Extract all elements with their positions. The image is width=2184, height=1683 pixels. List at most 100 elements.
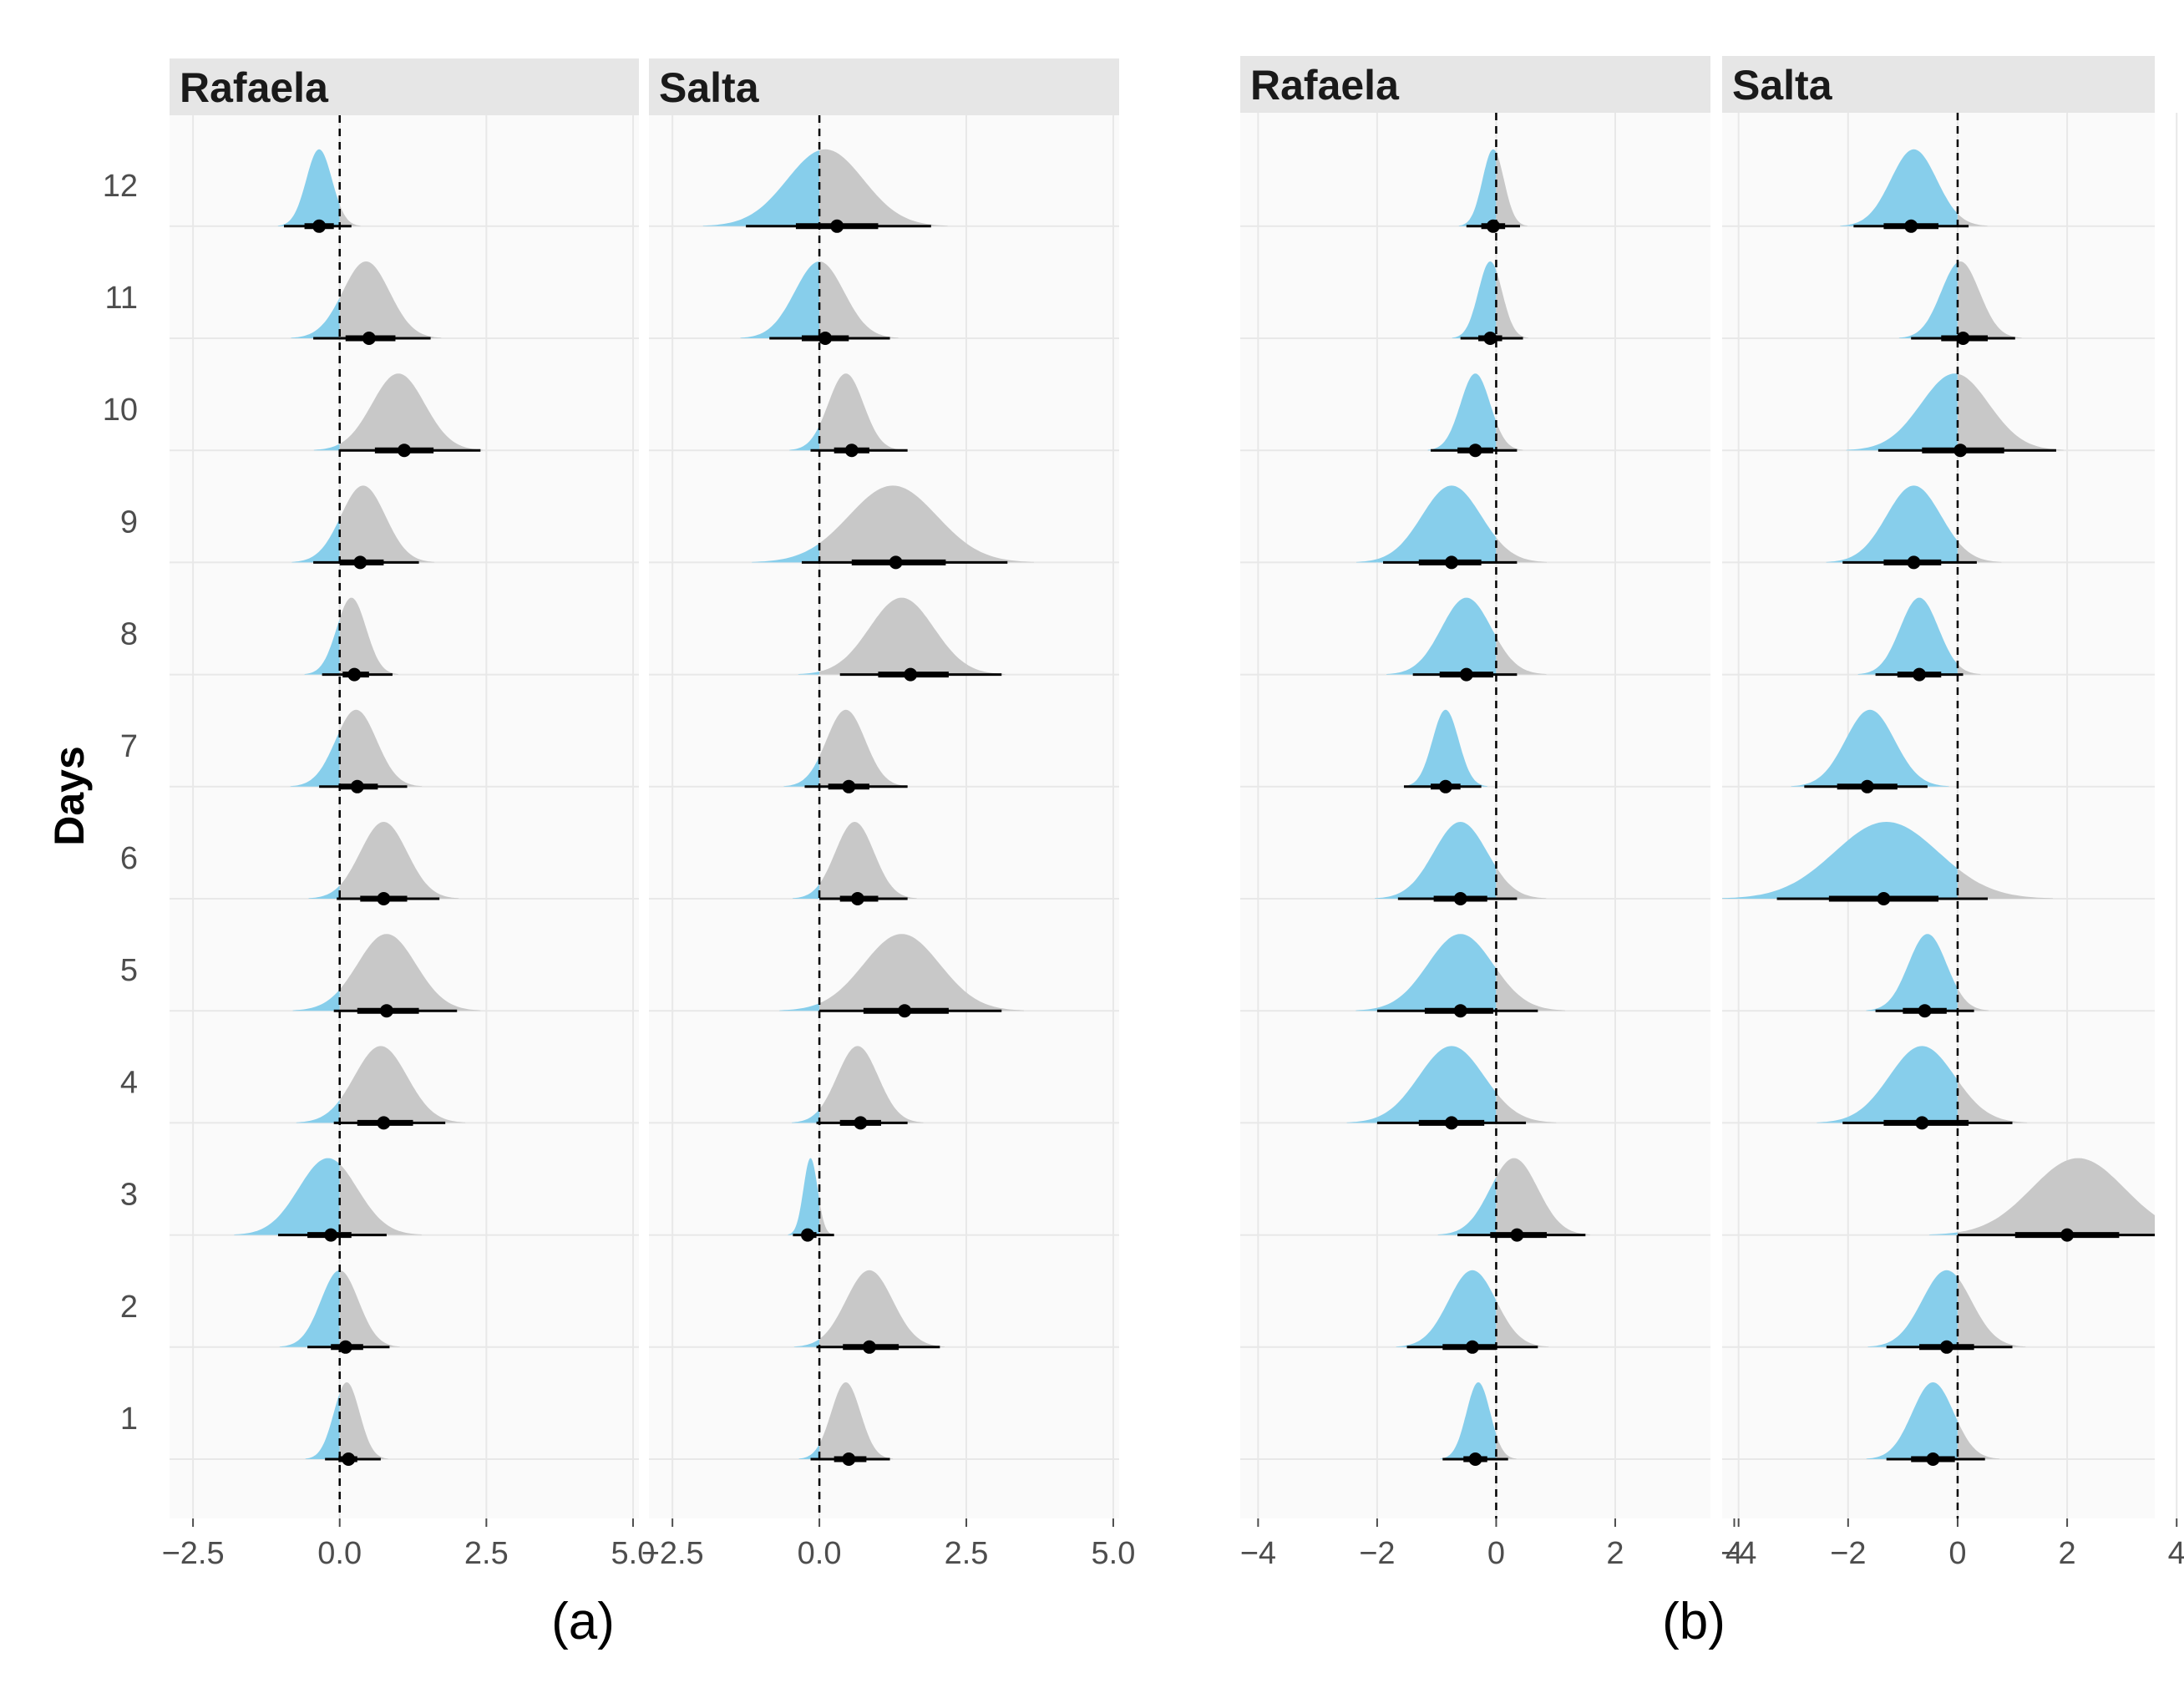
median-point-day-8 <box>1913 667 1927 682</box>
densities <box>702 149 1034 1466</box>
median-point-day-12 <box>312 219 327 233</box>
median-point-day-8 <box>347 667 362 682</box>
y-tick-label: 4 <box>120 1065 138 1100</box>
median-point-day-2 <box>1939 1340 1953 1354</box>
median-point-day-5 <box>898 1004 912 1018</box>
median-point-day-9 <box>889 555 903 570</box>
median-point-day-8 <box>1459 667 1473 682</box>
median-point-day-9 <box>1907 555 1921 570</box>
density-negative-day-4 <box>296 1100 340 1123</box>
density-negative-day-3 <box>1928 1232 1958 1235</box>
density-positive-day-9 <box>1957 540 2002 563</box>
facet-strip <box>1240 56 1710 113</box>
panel-background <box>170 115 639 1518</box>
density-positive-day-2 <box>1496 1300 1549 1347</box>
density-negative-day-11 <box>1452 261 1497 338</box>
density-positive-day-11 <box>1957 261 2022 338</box>
density-positive-day-6 <box>819 822 917 899</box>
subfigure-label-b: (b) <box>1662 1593 1725 1650</box>
density-negative-day-1 <box>1866 1382 1958 1459</box>
median-point-day-2 <box>338 1340 352 1354</box>
y-tick-label: 11 <box>105 281 138 316</box>
y-tick-label: 12 <box>103 169 138 204</box>
median-point-day-1 <box>342 1452 356 1466</box>
density-positive-day-9 <box>1496 537 1547 563</box>
panel-a-salta: Salta −2.5 0.0 2.5 5.0 <box>641 58 1135 1571</box>
density-positive-day-1 <box>819 1382 894 1459</box>
density-negative-day-2 <box>279 1270 340 1347</box>
y-tick-label: 6 <box>120 841 138 876</box>
density-positive-day-6 <box>339 822 459 899</box>
x-tick-label: 0.0 <box>798 1536 842 1571</box>
density-positive-day-3 <box>339 1163 423 1235</box>
density-negative-day-2 <box>1867 1270 1958 1347</box>
density-negative-day-4 <box>1817 1046 1958 1123</box>
density-positive-day-12 <box>1496 152 1528 226</box>
density-negative-day-8 <box>798 672 820 675</box>
y-tick-label: 2 <box>120 1290 138 1325</box>
density-negative-day-6 <box>308 885 340 899</box>
density-positive-day-12 <box>1957 213 1988 226</box>
median-point-day-7 <box>842 779 856 793</box>
panel-b-rafaela: Rafaela −4 −2 0 2 4 <box>1240 56 1743 1571</box>
density-positive-day-2 <box>339 1270 400 1347</box>
density-positive-day-9 <box>339 485 435 563</box>
median-point-day-4 <box>377 1116 391 1130</box>
median-point-day-5 <box>379 1004 393 1018</box>
density-negative-day-10 <box>313 444 340 451</box>
density-negative-day-7 <box>1403 709 1487 787</box>
median-point-day-11 <box>1956 332 1970 345</box>
median-point-day-3 <box>2060 1228 2075 1242</box>
density-positive-day-2 <box>819 1270 945 1347</box>
median-point-day-1 <box>1926 1452 1940 1466</box>
density-positive-day-5 <box>339 934 481 1011</box>
median-point-day-3 <box>1510 1228 1524 1242</box>
density-positive-day-10 <box>1957 373 2064 451</box>
x-tick-label: −4 <box>1720 1536 1756 1571</box>
x-tick-label: 2 <box>2059 1536 2076 1571</box>
y-tick-label: 9 <box>120 504 138 540</box>
panel-a-rafaela: Rafaela −2.5 0.0 2.5 5.0 <box>162 58 656 1571</box>
density-positive-day-12 <box>819 149 948 226</box>
median-point-day-10 <box>844 444 859 458</box>
facet-strip <box>649 58 1119 115</box>
density-negative-day-7 <box>290 731 340 787</box>
median-point-day-4 <box>1915 1116 1929 1130</box>
density-negative-day-4 <box>792 1109 820 1123</box>
densities <box>1346 149 1590 1466</box>
median-point-day-2 <box>862 1340 876 1354</box>
x-tick-label: −2.5 <box>641 1536 704 1571</box>
density-negative-day-10 <box>789 425 820 451</box>
density-negative-day-5 <box>779 1003 820 1011</box>
median-point-day-3 <box>324 1228 338 1242</box>
median-point-day-7 <box>1860 779 1874 793</box>
facet-title: Rafaela <box>180 64 329 111</box>
y-tick-label: 3 <box>120 1178 138 1213</box>
density-negative-day-11 <box>291 297 340 338</box>
facet-strip <box>1722 56 2155 113</box>
density-positive-day-3 <box>819 1199 834 1235</box>
median-point-day-6 <box>377 892 391 905</box>
density-negative-day-12 <box>702 150 820 226</box>
density-positive-day-10 <box>339 373 484 451</box>
median-point-day-11 <box>1483 332 1497 345</box>
x-tick-label: 0 <box>1948 1536 1966 1571</box>
density-positive-day-7 <box>339 709 423 787</box>
density-positive-day-8 <box>339 597 398 675</box>
facet-title: Rafaela <box>1250 62 1400 109</box>
density-negative-day-1 <box>305 1392 340 1459</box>
median-point-day-7 <box>1438 779 1452 793</box>
density-negative-day-7 <box>783 756 820 787</box>
x-tick-label: 4 <box>2168 1536 2184 1571</box>
density-negative-day-5 <box>1866 934 1958 1011</box>
density-positive-day-3 <box>1496 1158 1590 1235</box>
median-point-day-1 <box>1468 1452 1482 1466</box>
x-tick-label: 5.0 <box>611 1536 656 1571</box>
y-tick-label: 5 <box>120 953 138 988</box>
density-positive-day-4 <box>819 1046 924 1123</box>
density-positive-day-11 <box>339 261 442 338</box>
density-negative-day-3 <box>234 1158 340 1235</box>
densities <box>234 149 484 1466</box>
median-point-day-4 <box>854 1116 868 1130</box>
